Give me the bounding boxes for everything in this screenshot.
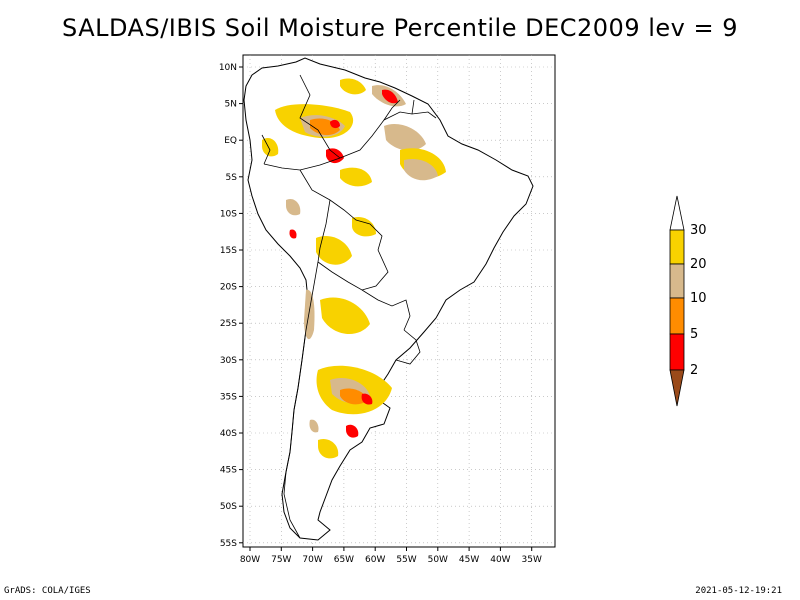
percentile-patch bbox=[320, 297, 370, 335]
lon-tick-label: 50W bbox=[428, 555, 448, 565]
border-paraguay bbox=[361, 289, 411, 331]
lat-tick-label: 40S bbox=[220, 429, 237, 439]
percentile-patch bbox=[326, 148, 344, 164]
lon-tick-label: 80W bbox=[240, 555, 260, 565]
lat-tick-label: 50S bbox=[220, 502, 237, 512]
percentile-patch bbox=[361, 393, 373, 405]
lat-tick-label: 25S bbox=[220, 319, 237, 329]
percentile-patch bbox=[340, 78, 366, 95]
country-borders bbox=[261, 74, 437, 539]
lat-tick-label: 55S bbox=[220, 539, 237, 549]
lat-tick-label: EQ bbox=[224, 136, 237, 146]
lon-tick-label: 75W bbox=[271, 555, 291, 565]
colorbar-label-20: 20 bbox=[690, 257, 707, 272]
colorbar-label-2: 2 bbox=[690, 363, 698, 378]
lon-tick-label: 40W bbox=[490, 555, 510, 565]
percentile-patch bbox=[340, 167, 372, 187]
lat-tick-label: 15S bbox=[220, 246, 237, 256]
colorbar-segment-2-5 bbox=[669, 333, 685, 371]
border-ecuador bbox=[261, 134, 271, 165]
percentile-patch bbox=[346, 424, 359, 438]
latitude-axis: 10N 5N EQ 5S 10S 15S 20S 25S 30S 35S 40S 45S 50S 55S bbox=[219, 63, 243, 549]
colorbar: 30 20 10 5 2 bbox=[669, 195, 707, 407]
lat-tick-label: 30S bbox=[220, 356, 237, 366]
percentile-patch bbox=[340, 388, 368, 405]
lat-tick-label: 5S bbox=[226, 173, 238, 183]
border-guyana bbox=[383, 99, 401, 121]
border-chile-argentina bbox=[283, 261, 319, 539]
lat-tick-label: 10S bbox=[220, 209, 237, 219]
percentile-patch bbox=[289, 229, 297, 239]
footer-timestamp: 2021-05-12-19:21 bbox=[695, 586, 782, 596]
percentile-patch bbox=[330, 119, 340, 129]
lon-tick-label: 65W bbox=[334, 555, 354, 565]
south-america-landmass bbox=[243, 57, 534, 541]
border-suriname bbox=[411, 99, 415, 115]
lon-tick-label: 35W bbox=[522, 555, 542, 565]
percentile-patch bbox=[384, 124, 426, 151]
percentile-patch bbox=[382, 89, 398, 104]
colorbar-label-10: 10 bbox=[690, 291, 707, 306]
lat-tick-label: 5N bbox=[225, 100, 237, 110]
percentile-patch bbox=[404, 158, 438, 181]
percentile-patch bbox=[316, 236, 352, 265]
footer-credit: GrADS: COLA/IGES bbox=[4, 586, 91, 596]
colorbar-top-arrow bbox=[669, 195, 685, 231]
colorbar-label-5: 5 bbox=[690, 327, 698, 342]
border-peru-brazil bbox=[299, 169, 383, 251]
colorbar-segment-5-10 bbox=[669, 297, 685, 335]
percentile-patch bbox=[318, 438, 339, 459]
longitude-axis: 80W 75W 70W 65W 60W 55W 50W 45W 40W 35W bbox=[240, 547, 542, 565]
lat-tick-label: 35S bbox=[220, 392, 237, 402]
border-colombia-venezuela bbox=[299, 74, 341, 159]
colorbar-segment-10-20 bbox=[669, 263, 685, 299]
percentile-patch bbox=[309, 419, 319, 433]
map-plot-area bbox=[242, 54, 556, 548]
lon-tick-label: 55W bbox=[396, 555, 416, 565]
colorbar-label-30: 30 bbox=[690, 223, 707, 238]
map-title: SALDAS/IBIS Soil Moisture Percentile DEC… bbox=[62, 14, 738, 42]
border-uruguay bbox=[395, 329, 421, 365]
lat-tick-label: 10N bbox=[219, 63, 237, 73]
border-brazil-north bbox=[339, 111, 437, 159]
percentile-patch bbox=[286, 198, 301, 216]
lon-tick-label: 70W bbox=[302, 555, 322, 565]
border-peru-bolivia bbox=[317, 199, 331, 263]
lat-tick-label: 45S bbox=[220, 466, 237, 476]
percentile-patch bbox=[352, 216, 376, 237]
lon-tick-label: 60W bbox=[365, 555, 385, 565]
lat-tick-label: 20S bbox=[220, 283, 237, 293]
colorbar-bottom-arrow bbox=[669, 369, 685, 407]
lon-tick-label: 45W bbox=[459, 555, 479, 565]
colorbar-segment-20-30 bbox=[669, 229, 685, 265]
